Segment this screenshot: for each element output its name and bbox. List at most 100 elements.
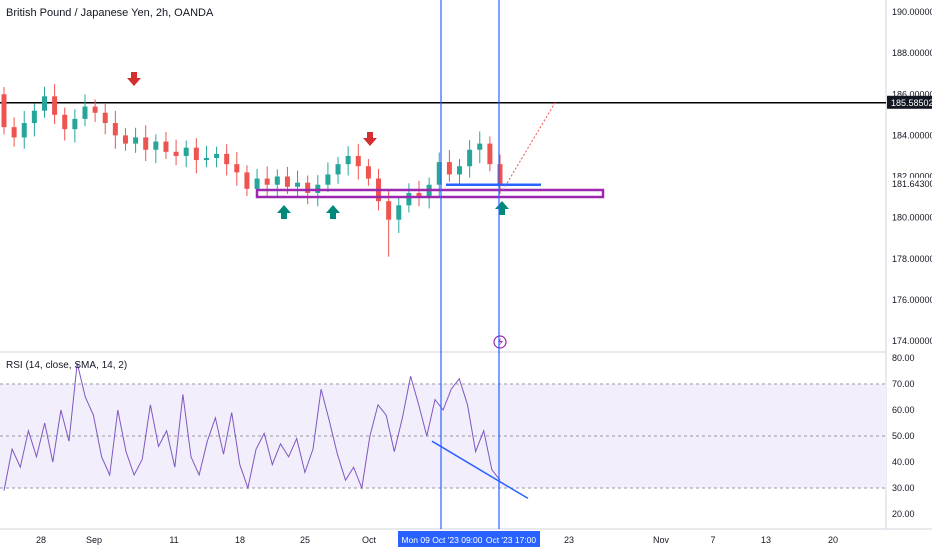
candle-body (82, 106, 88, 119)
candle-body (446, 162, 452, 175)
support-zone[interactable] (255, 100, 605, 199)
candle-body (72, 118, 78, 130)
buy-arrow-up-icon[interactable] (277, 205, 291, 219)
time-tick-label: 20 (828, 535, 838, 545)
candle-body (41, 96, 47, 111)
candle-body (122, 135, 128, 144)
price-tick-label: 174.00000 (892, 336, 932, 346)
candle-body (305, 182, 311, 193)
candle-body (406, 192, 412, 206)
rsi-tick-label: 40.00 (892, 457, 915, 467)
candle-body (224, 153, 230, 165)
candle-body (21, 123, 27, 138)
vertical-lines[interactable] (440, 0, 500, 529)
candle-body (1, 94, 7, 128)
candle-body (497, 164, 503, 185)
rsi-axis: 80.00 70.00 60.00 50.00 40.00 30.00 20.00 (892, 353, 915, 519)
candle-body (416, 192, 422, 198)
lightning-icon (498, 338, 503, 346)
candle-body (365, 166, 371, 179)
time-tick-label: 18 (235, 535, 245, 545)
candle-body (214, 153, 220, 158)
price-tick-label: 182.00000 (892, 172, 932, 182)
candle-body (325, 174, 331, 185)
candle-body (173, 151, 179, 156)
price-tick-label: 186.00000 (892, 89, 932, 99)
chart-title: British Pound / Japanese Yen, 2h, OANDA (6, 7, 214, 19)
candle-body (295, 182, 301, 187)
rsi-polyline (3, 363, 501, 491)
time-highlight-box (398, 531, 486, 547)
support-zone-box[interactable] (255, 188, 605, 199)
candle-body (284, 176, 290, 187)
candle-body (234, 164, 240, 173)
buy-arrow-up-icon[interactable] (495, 201, 509, 215)
candle-body (487, 143, 493, 165)
projection-line[interactable] (502, 100, 557, 191)
time-tick-label: 28 (36, 535, 46, 545)
time-tick-label: 11 (169, 535, 178, 545)
rsi-band (0, 383, 886, 489)
candle-body (477, 143, 483, 150)
candle-body (274, 176, 280, 185)
candle-body (345, 155, 351, 165)
candle-body (102, 112, 108, 124)
candle-body (355, 155, 361, 167)
price-tick-label: 176.00000 (892, 295, 932, 305)
time-tick-label: 13 (761, 535, 771, 545)
time-tick-label: Oct (362, 535, 377, 545)
rsi-title: RSI (14, close, SMA, 14, 2) (6, 360, 128, 371)
candle-body (11, 127, 17, 138)
time-highlight-text: Oct '23 17:00 (486, 535, 537, 545)
level-label-text: 185.58502 (891, 98, 932, 108)
candle-body (183, 147, 189, 156)
candle-body (386, 201, 392, 220)
candle-body (254, 178, 260, 189)
support-label-box (887, 177, 932, 190)
price-tick-label: 180.00000 (892, 213, 932, 223)
price-tick-label: 184.00000 (892, 130, 932, 140)
candle-body (244, 172, 250, 189)
rsi-line (3, 363, 529, 500)
rsi-tick-label: 50.00 (892, 431, 915, 441)
candle-body (133, 137, 139, 144)
annotations[interactable] (127, 72, 509, 349)
buy-arrow-up-icon[interactable] (326, 205, 340, 219)
time-highlight-text: Mon 09 Oct '23 09:00 (401, 535, 482, 545)
rsi-tick-label: 20.00 (892, 509, 915, 519)
candle-body (467, 149, 473, 167)
candle-body (264, 178, 270, 185)
time-axis: 28 Sep 11 18 25 Oct 23 Nov 7 13 20 (36, 535, 838, 545)
sell-arrow-down-icon[interactable] (363, 132, 377, 146)
candle-body (436, 162, 442, 185)
rsi-trendline[interactable] (431, 440, 529, 500)
candle-body (62, 114, 68, 130)
candle-body (153, 141, 159, 150)
rsi-tick-label: 60.00 (892, 405, 915, 415)
time-tick-label: Nov (653, 535, 670, 545)
candle-body (163, 141, 169, 152)
candle-body (335, 164, 341, 175)
candle-body (143, 137, 149, 150)
candle-body (457, 166, 463, 175)
rsi-tick-label: 30.00 (892, 483, 915, 493)
candle-body (112, 123, 118, 136)
time-highlight-box (482, 531, 540, 547)
level-label-box (887, 95, 932, 109)
time-tick-label: 25 (300, 535, 310, 545)
candle-body (203, 157, 209, 161)
candle-body (193, 147, 199, 161)
time-tick-label: 7 (710, 535, 715, 545)
price-tick-label: 188.00000 (892, 48, 932, 58)
candle-body (31, 110, 37, 124)
time-tick-label: 23 (564, 535, 574, 545)
candle-body (92, 106, 98, 113)
price-tick-label: 190.00000 (892, 7, 932, 17)
price-axis: 190.00000 188.00000 186.00000 184.00000 182.… (892, 7, 932, 346)
sell-arrow-down-icon[interactable] (127, 72, 141, 86)
support-label-text: 181.64300 (892, 179, 932, 189)
candle-body (396, 205, 402, 220)
price-tick-label: 178.00000 (892, 254, 932, 264)
axis-labels: 185.58502 181.64300 Mon 09 Oct '23 09:00 Oc… (398, 95, 932, 547)
